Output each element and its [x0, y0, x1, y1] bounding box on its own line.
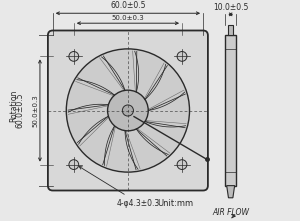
Text: 50.0±0.3: 50.0±0.3 [32, 94, 38, 127]
Text: 60.0±0.5: 60.0±0.5 [16, 93, 25, 128]
Circle shape [122, 105, 134, 116]
FancyBboxPatch shape [48, 30, 208, 191]
Bar [225, 35, 236, 186]
Circle shape [108, 90, 148, 131]
Circle shape [69, 160, 79, 170]
Text: Rotation: Rotation [10, 90, 19, 122]
Circle shape [69, 51, 79, 61]
Circle shape [177, 160, 187, 170]
Bar [228, 25, 233, 35]
Circle shape [66, 49, 190, 172]
Text: Unit:mm: Unit:mm [158, 199, 194, 208]
Circle shape [177, 51, 187, 61]
Text: 4-φ4.3±0.3: 4-φ4.3±0.3 [79, 167, 160, 208]
Text: 10.0±0.5: 10.0±0.5 [213, 3, 248, 12]
Text: 60.0±0.5: 60.0±0.5 [110, 1, 146, 10]
Polygon shape [227, 186, 235, 198]
Text: AIR FLOW: AIR FLOW [212, 208, 249, 217]
Text: 50.0±0.3: 50.0±0.3 [112, 15, 144, 21]
